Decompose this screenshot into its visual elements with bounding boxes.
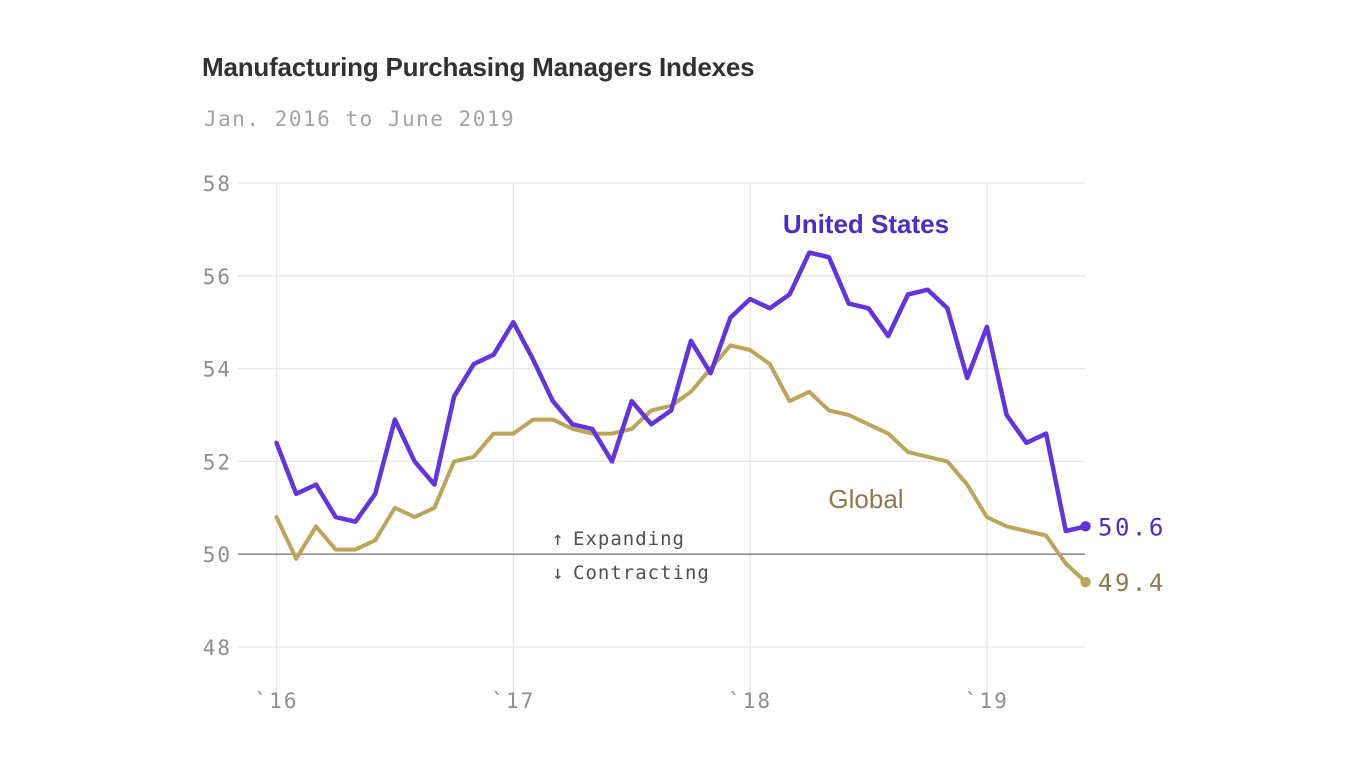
series-line-united-states <box>274 250 1088 534</box>
chart-subtitle: Jan. 2016 to June 2019 <box>204 107 516 131</box>
x-tick-label: `19 <box>965 689 1009 713</box>
y-tick-label: 56 <box>203 265 232 289</box>
y-tick-label: 58 <box>203 172 232 196</box>
end-dot-global <box>1080 576 1091 588</box>
series-label-global: Global <box>828 484 903 514</box>
y-tick-label: 48 <box>203 636 232 660</box>
expanding-label: Expanding <box>573 528 685 550</box>
series-label-united-states: United States <box>783 209 949 239</box>
end-dot-united-states <box>1080 521 1091 532</box>
chart-title: Manufacturing Purchasing Managers Indexe… <box>202 52 755 82</box>
series-line-global <box>274 343 1088 584</box>
end-value-global: 49.4 <box>1098 569 1166 597</box>
x-tick-label: `16 <box>255 689 299 713</box>
down-arrow-icon: ↓ <box>552 562 564 584</box>
contracting-label: Contracting <box>573 562 710 584</box>
y-tick-label: 54 <box>203 358 232 382</box>
y-tick-label: 52 <box>203 450 232 474</box>
y-tick-label: 50 <box>203 543 232 567</box>
up-arrow-icon: ↑ <box>552 528 564 550</box>
x-tick-label: `18 <box>728 689 772 713</box>
x-tick-label: `17 <box>491 689 535 713</box>
end-value-united-states: 50.6 <box>1098 513 1166 541</box>
